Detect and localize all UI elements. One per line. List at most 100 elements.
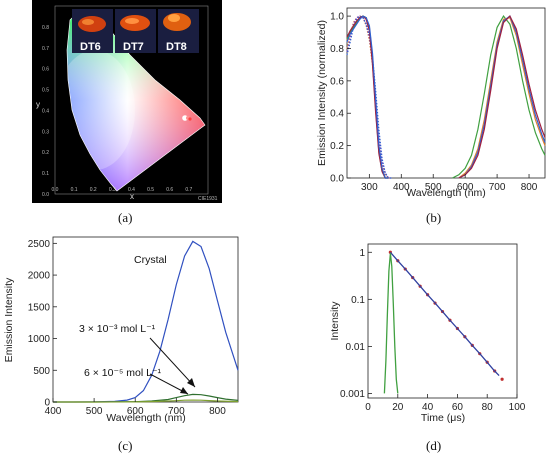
series-line (383, 253, 399, 394)
y-axis-label: Emission Intensity (normalized) (316, 20, 328, 166)
tick-label: 0.4 (128, 187, 135, 193)
y-ticks: 0.0 0.2 0.4 0.6 0.8 1.0 (330, 12, 351, 185)
panel-label-b: (b) (426, 210, 441, 225)
inset-label: DT6 (80, 41, 101, 53)
series-group (346, 15, 546, 179)
plot-frame (367, 243, 518, 399)
y-tick-label: 2000 (28, 271, 51, 282)
x-tick-label: 600 (457, 182, 474, 193)
series-line (346, 15, 389, 179)
series-line (452, 15, 546, 179)
x-ticks: 0 20 40 60 80 100 (365, 394, 526, 413)
x-axis-label: Wavelength (nm) (406, 187, 486, 199)
tick-label: 0.3 (42, 129, 49, 135)
tick-label: 0.7 (185, 187, 192, 193)
panel-label-a: (a) (118, 210, 132, 225)
panel-label-d: (d) (426, 438, 441, 453)
annotation-arrow (149, 337, 196, 388)
series-line (346, 15, 389, 179)
x-tick-label: 700 (168, 406, 185, 417)
annotation-arrowhead (187, 378, 195, 387)
y-ticks: 0.001 0.01 0.1 1 (340, 248, 372, 400)
y-tick-label: 0.01 (346, 342, 366, 353)
tick-label: 0.5 (42, 88, 49, 94)
y-tick-label: 500 (33, 366, 50, 377)
x-axis-label: Wavelength (nm) (106, 412, 186, 424)
series-line (53, 399, 239, 403)
x-tick-label: 400 (45, 406, 62, 417)
series-line (346, 15, 392, 179)
tick-label: 0.2 (90, 187, 97, 193)
y-axis-label: Emission Intensity (3, 277, 15, 362)
tick-label: 0.2 (42, 150, 49, 156)
y-tick-label: 0.6 (330, 76, 344, 87)
x-tick-label: 500 (425, 182, 442, 193)
y-tick-label: 0.4 (330, 109, 344, 120)
cie-xlabel: x (130, 192, 134, 201)
x-tick-label: 600 (127, 406, 144, 417)
tick-label: 0.5 (147, 187, 154, 193)
inset-dt6: DT6 (72, 9, 113, 53)
panel-b-normalized-spectra: 300 400 500 600 700 800 0.0 0.2 0.4 0.6 0.8 1.0 Wa… (316, 7, 546, 225)
x-tick-label: 80 (482, 402, 494, 413)
x-tick-label: 0 (365, 402, 371, 413)
y-tick-label: 1500 (28, 302, 51, 313)
inset-dt7: DT7 (115, 9, 156, 53)
panel-a-cie-diagram: 0.0 0.1 0.2 0.3 0.4 0.5 0.6 0.7 0.0 0.1 0.2 0.3 0.4… (32, 0, 222, 225)
x-tick-label: 100 (509, 402, 526, 413)
x-ticks: 300 400 500 600 700 800 (361, 174, 538, 193)
x-tick-label: 800 (521, 182, 538, 193)
x-tick-label: 20 (392, 402, 404, 413)
y-tick-label: 0.2 (330, 141, 344, 152)
tick-label: 0.0 (42, 192, 49, 198)
tick-label: 0.1 (71, 187, 78, 193)
tick-label: 0.3 (109, 187, 116, 193)
tick-label: 0.6 (42, 67, 49, 73)
panel-c-emission-intensity: 400 500 600 700 800 0 500 1000 1500 2000 2500 Cry… (3, 236, 239, 453)
panel-d-decay: 0 20 40 60 80 100 0.001 0.01 0.1 1 Time (μs) Int… (329, 243, 526, 453)
series-line (458, 16, 546, 179)
x-tick-label: 500 (86, 406, 103, 417)
plot-frame (346, 7, 546, 179)
cie-x-ticks: 0.0 0.1 0.2 0.3 0.4 0.5 0.6 0.7 (52, 187, 193, 193)
y-tick-label: 2500 (28, 239, 51, 250)
data-point (500, 377, 504, 381)
x-tick-label: 300 (361, 182, 378, 193)
cie-frame (54, 5, 209, 195)
y-tick-label: 1000 (28, 334, 51, 345)
x-tick-label: 800 (209, 406, 226, 417)
y-ticks: 0 500 1000 1500 2000 2500 (28, 239, 57, 409)
y-tick-label: 0.0 (330, 174, 344, 185)
y-tick-label: 0.8 (330, 44, 344, 55)
cie-point (188, 117, 192, 121)
cie-point (182, 115, 188, 121)
tick-label: 0.1 (42, 171, 49, 177)
annotation-3e-3: 3 × 10⁻³ mol L⁻¹ (79, 323, 156, 335)
x-tick-label: 40 (422, 402, 434, 413)
x-tick-label: 700 (489, 182, 506, 193)
cie-ylabel: y (36, 100, 40, 109)
y-tick-label: 0.001 (340, 389, 365, 400)
y-tick-label: 1 (359, 248, 365, 259)
series-line (389, 251, 500, 377)
annotation-arrowhead (180, 387, 188, 394)
tick-label: 0.0 (52, 187, 59, 193)
x-tick-label: 400 (393, 182, 410, 193)
inset-dt8: DT8 (158, 9, 199, 53)
series-line (346, 15, 389, 179)
y-tick-label: 0 (44, 398, 50, 409)
inset-label: DT7 (123, 41, 144, 53)
tick-label: 0.4 (42, 108, 49, 114)
x-tick-label: 60 (452, 402, 464, 413)
tick-label: 0.6 (166, 187, 173, 193)
series-line (346, 15, 389, 179)
series-line (458, 15, 546, 179)
cie-y-ticks: 0.0 0.1 0.2 0.3 0.4 0.5 0.6 0.7 0.8 (42, 25, 49, 198)
annotation-crystal: Crystal (134, 254, 167, 266)
tick-label: 0.7 (42, 46, 49, 52)
panel-label-c: (c) (118, 438, 132, 453)
y-axis-label: Intensity (329, 301, 341, 341)
y-tick-label: 1.0 (330, 12, 344, 23)
x-ticks: 400 500 600 700 800 (45, 398, 226, 417)
